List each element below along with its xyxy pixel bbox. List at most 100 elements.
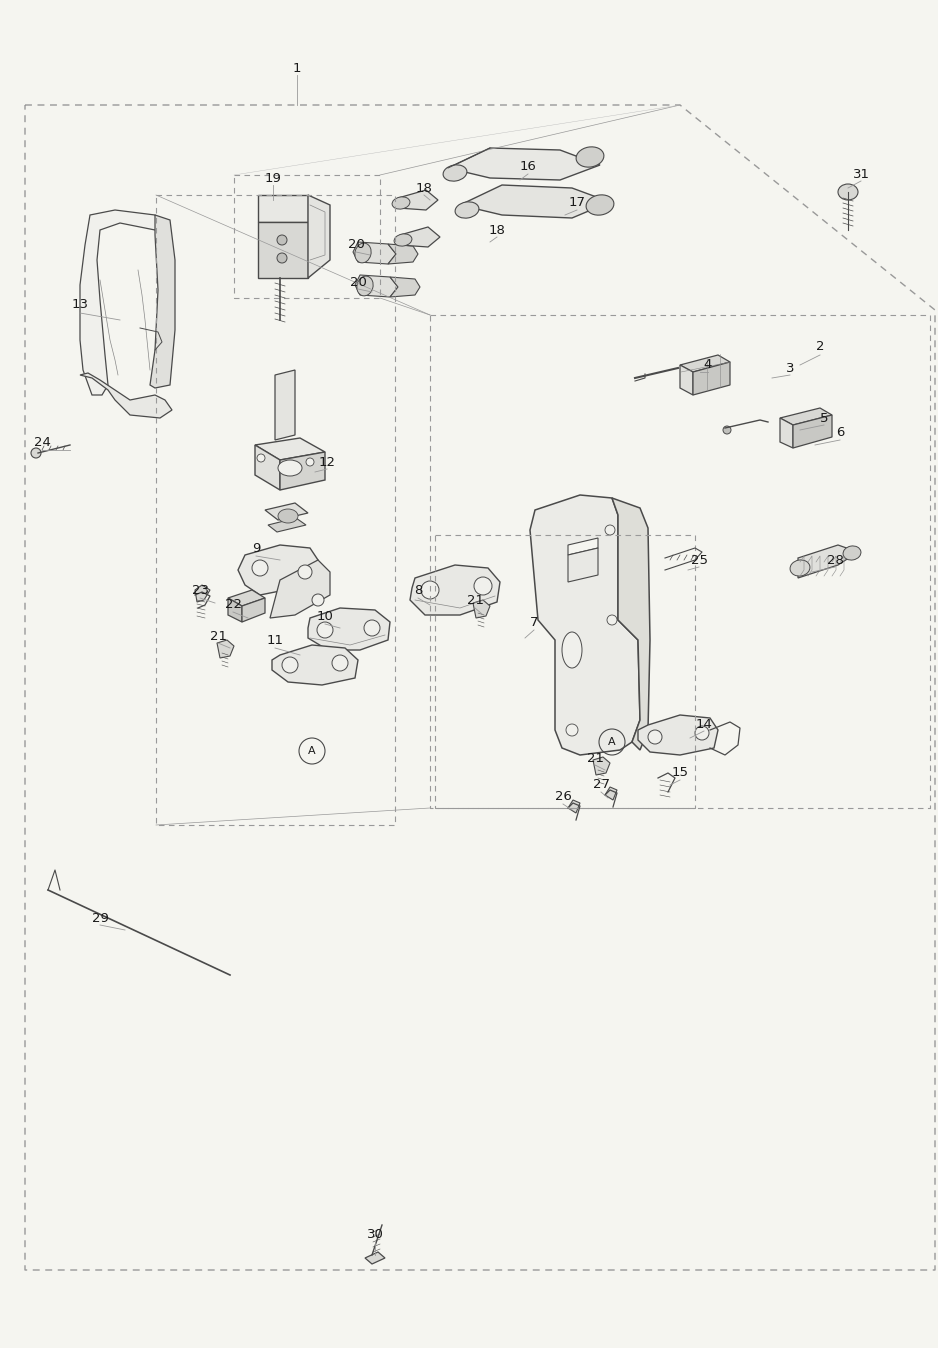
Polygon shape (365, 1252, 385, 1264)
Polygon shape (680, 355, 730, 372)
Polygon shape (258, 195, 308, 222)
Text: 14: 14 (696, 717, 713, 731)
Polygon shape (255, 438, 325, 460)
Ellipse shape (455, 202, 479, 218)
Polygon shape (460, 185, 610, 218)
Polygon shape (612, 497, 650, 749)
Polygon shape (272, 644, 358, 685)
Text: 17: 17 (568, 197, 585, 209)
Text: 2: 2 (816, 341, 825, 353)
Text: 15: 15 (672, 767, 688, 779)
Circle shape (723, 426, 731, 434)
Circle shape (312, 594, 324, 607)
Ellipse shape (278, 510, 298, 523)
Polygon shape (798, 545, 858, 578)
Text: 3: 3 (786, 361, 794, 375)
Polygon shape (605, 787, 617, 799)
Polygon shape (568, 549, 598, 582)
Circle shape (282, 656, 298, 673)
Circle shape (31, 448, 41, 458)
Text: 13: 13 (71, 298, 88, 311)
Circle shape (566, 724, 578, 736)
Text: 19: 19 (265, 171, 281, 185)
Text: 30: 30 (367, 1228, 384, 1242)
Text: 24: 24 (34, 437, 51, 449)
Polygon shape (270, 559, 330, 617)
Circle shape (421, 581, 439, 599)
Text: 10: 10 (316, 611, 333, 624)
Text: 1: 1 (293, 62, 301, 74)
Ellipse shape (278, 460, 302, 476)
Polygon shape (275, 369, 295, 439)
Circle shape (252, 559, 268, 576)
Circle shape (607, 615, 617, 625)
Ellipse shape (586, 195, 613, 216)
Ellipse shape (843, 546, 861, 559)
Polygon shape (390, 276, 420, 297)
Polygon shape (473, 600, 490, 617)
Text: 20: 20 (350, 275, 367, 288)
Circle shape (277, 253, 287, 263)
Ellipse shape (838, 183, 858, 200)
Circle shape (648, 731, 662, 744)
Text: 18: 18 (416, 182, 432, 194)
Polygon shape (780, 418, 793, 448)
Circle shape (306, 458, 314, 466)
Polygon shape (388, 244, 418, 264)
Polygon shape (448, 148, 600, 181)
Polygon shape (150, 214, 175, 388)
Text: 12: 12 (319, 456, 336, 469)
Text: A: A (309, 745, 316, 756)
Circle shape (474, 577, 492, 594)
Text: 9: 9 (251, 542, 260, 554)
Ellipse shape (355, 243, 371, 263)
Polygon shape (568, 799, 580, 813)
Ellipse shape (392, 197, 410, 209)
Circle shape (298, 565, 312, 580)
Text: 11: 11 (266, 635, 283, 647)
Polygon shape (80, 210, 160, 395)
Polygon shape (228, 590, 265, 607)
Polygon shape (280, 452, 325, 491)
Text: 25: 25 (690, 554, 707, 566)
Polygon shape (530, 495, 640, 755)
Polygon shape (217, 640, 234, 658)
Text: 21: 21 (586, 751, 603, 764)
Polygon shape (268, 518, 306, 532)
Text: A: A (608, 737, 616, 747)
Text: 4: 4 (704, 359, 712, 372)
Ellipse shape (394, 235, 412, 247)
Polygon shape (238, 545, 318, 594)
Polygon shape (308, 195, 330, 278)
Polygon shape (265, 503, 308, 520)
Text: 5: 5 (820, 411, 828, 425)
Polygon shape (353, 243, 396, 264)
Polygon shape (793, 415, 832, 448)
Polygon shape (593, 758, 610, 775)
Circle shape (277, 235, 287, 245)
Polygon shape (400, 226, 440, 247)
Polygon shape (195, 585, 210, 603)
Circle shape (605, 524, 615, 535)
Text: 16: 16 (520, 160, 537, 174)
Text: 6: 6 (836, 426, 844, 438)
Polygon shape (410, 565, 500, 615)
Text: 28: 28 (826, 554, 843, 566)
Text: 20: 20 (348, 239, 365, 252)
Circle shape (695, 727, 709, 740)
Polygon shape (568, 538, 598, 555)
Polygon shape (638, 714, 718, 755)
Circle shape (317, 621, 333, 638)
Polygon shape (680, 365, 693, 395)
Polygon shape (242, 599, 265, 621)
Polygon shape (693, 363, 730, 395)
Ellipse shape (576, 147, 604, 167)
Ellipse shape (356, 276, 373, 295)
Text: 7: 7 (530, 616, 538, 628)
Text: 27: 27 (593, 779, 610, 791)
Polygon shape (308, 608, 390, 650)
Text: 26: 26 (554, 790, 571, 803)
Ellipse shape (790, 559, 809, 576)
Text: 18: 18 (489, 224, 506, 236)
Polygon shape (258, 222, 308, 278)
